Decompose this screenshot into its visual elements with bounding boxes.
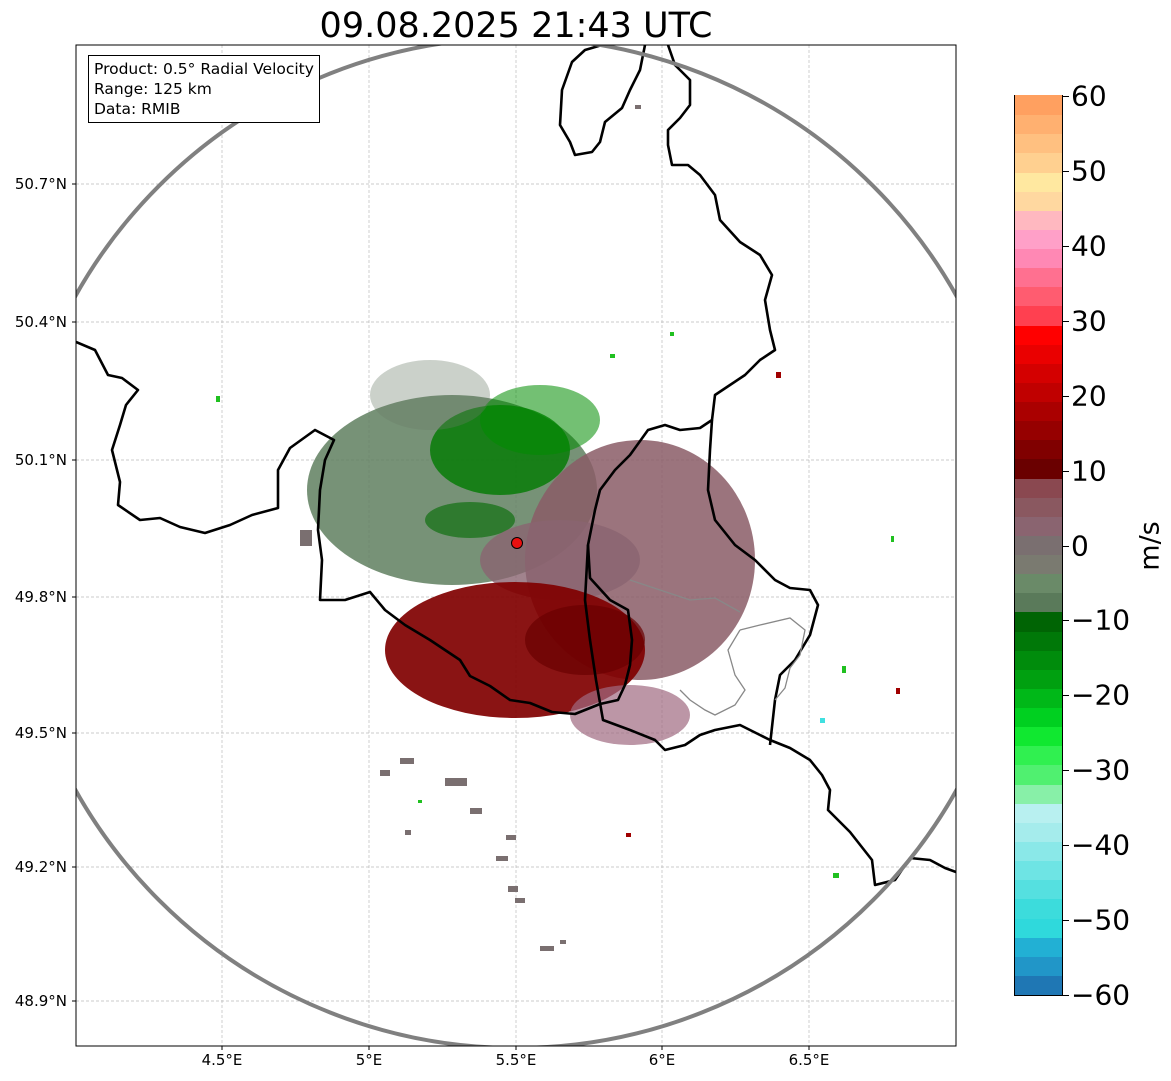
- colorbar-tick-label: 20: [1071, 379, 1107, 413]
- axis-ticks: [72, 183, 810, 1050]
- colorbar-segment: [1015, 191, 1062, 211]
- lat-label: 49.5°N: [14, 724, 67, 742]
- lon-label: 4.5°E: [201, 1051, 243, 1069]
- colorbar-segment: [1015, 516, 1062, 536]
- colorbar-segment: [1015, 363, 1062, 383]
- colorbar-tick-label: −10: [1071, 603, 1131, 637]
- range-label: Range: 125 km: [94, 80, 212, 98]
- colorbar-tick: [1063, 395, 1069, 397]
- colorbar-segment: [1015, 248, 1062, 269]
- colorbar-segment: [1015, 554, 1062, 575]
- colorbar-segment: [1015, 688, 1062, 709]
- colorbar-tick-label: 50: [1071, 154, 1107, 188]
- colorbar-tick-label: 0: [1071, 529, 1089, 562]
- colorbar-segment: [1015, 975, 1062, 995]
- colorbar-segment: [1015, 707, 1062, 728]
- colorbar-segment: [1015, 535, 1062, 556]
- data-source-label: Data: RMIB: [94, 100, 181, 118]
- colorbar-segment: [1015, 592, 1062, 613]
- colorbar-segment: [1015, 669, 1062, 689]
- region-borders: [629, 579, 806, 716]
- colorbar-segment: [1015, 898, 1062, 919]
- colorbar-tick: [1063, 320, 1069, 322]
- colorbar-segment: [1015, 860, 1062, 881]
- colorbar-segment: [1015, 286, 1062, 307]
- colorbar-tick-label: −20: [1071, 678, 1131, 712]
- colorbar-tick: [1063, 545, 1069, 547]
- lon-label: 6°E: [648, 1051, 676, 1069]
- colorbar-segment: [1015, 229, 1062, 250]
- colorbar-tick: [1063, 470, 1069, 472]
- colorbar-tick: [1063, 170, 1069, 172]
- colorbar-tick: [1063, 770, 1069, 772]
- colorbar-segment: [1015, 324, 1062, 345]
- colorbar-segment: [1015, 630, 1062, 651]
- lat-label: 49.2°N: [14, 858, 67, 876]
- colorbar-segment: [1015, 764, 1062, 785]
- colorbar-segment: [1015, 152, 1062, 173]
- colorbar-tick: [1063, 920, 1069, 922]
- colorbar-tick-label: 30: [1071, 304, 1107, 338]
- product-info-box: Product: 0.5° Radial Velocity Range: 125…: [88, 55, 320, 123]
- lon-label: 5°E: [355, 1051, 383, 1069]
- colorbar-tick: [1063, 995, 1069, 996]
- lon-label: 6.5°E: [788, 1051, 830, 1069]
- colorbar-segment: [1015, 745, 1062, 766]
- velocity-colorbar: [1014, 95, 1063, 996]
- colorbar-segment: [1015, 95, 1062, 116]
- lon-label: 5.5°E: [495, 1051, 537, 1069]
- colorbar-segment: [1015, 382, 1062, 403]
- colorbar-segment: [1015, 650, 1062, 670]
- colorbar-segment: [1015, 937, 1062, 957]
- colorbar-unit-label: m/s: [1134, 521, 1166, 571]
- lat-label: 50.1°N: [14, 451, 67, 469]
- colorbar-segment: [1015, 171, 1062, 192]
- colorbar-segment: [1015, 305, 1062, 326]
- colorbar-segment: [1015, 420, 1062, 441]
- lat-label: 50.7°N: [14, 175, 67, 193]
- colorbar-tick-label: −60: [1071, 978, 1131, 1012]
- colorbar-segment: [1015, 726, 1062, 747]
- colorbar-tick: [1063, 96, 1069, 97]
- colorbar-segment: [1015, 344, 1062, 364]
- colorbar-segment: [1015, 497, 1062, 517]
- colorbar-tick: [1063, 695, 1069, 697]
- colorbar-tick-label: −40: [1071, 828, 1131, 862]
- lat-label: 48.9°N: [14, 992, 67, 1010]
- colorbar-segment: [1015, 803, 1062, 823]
- product-label: Product: 0.5° Radial Velocity: [94, 60, 314, 78]
- colorbar-segment: [1015, 477, 1062, 498]
- colorbar-segment: [1015, 611, 1062, 632]
- colorbar-segment: [1015, 573, 1062, 594]
- colorbar-segment: [1015, 439, 1062, 460]
- colorbar-tick-label: 40: [1071, 229, 1107, 263]
- colorbar-tick-label: 10: [1071, 454, 1107, 488]
- colorbar-segment: [1015, 879, 1062, 900]
- chart-title: 09.08.2025 21:43 UTC: [319, 6, 713, 46]
- colorbar-segment: [1015, 784, 1062, 804]
- colorbar-segment: [1015, 822, 1062, 842]
- colorbar-segment: [1015, 841, 1062, 862]
- colorbar-segment: [1015, 114, 1062, 135]
- colorbar-tick-label: 60: [1071, 79, 1107, 113]
- lat-label: 50.4°N: [14, 313, 67, 331]
- colorbar-segment: [1015, 133, 1062, 154]
- colorbar-segment: [1015, 401, 1062, 422]
- colorbar-segment: [1015, 917, 1062, 938]
- colorbar-tick-label: −50: [1071, 903, 1131, 937]
- colorbar-tick: [1063, 620, 1069, 622]
- colorbar-segment: [1015, 210, 1062, 230]
- colorbar-tick: [1063, 245, 1069, 247]
- colorbar-tick: [1063, 845, 1069, 847]
- colorbar-segment: [1015, 267, 1062, 288]
- lat-label: 49.8°N: [14, 588, 67, 606]
- colorbar-tick-label: −30: [1071, 753, 1131, 787]
- radar-site-marker: [511, 537, 523, 549]
- colorbar-segment: [1015, 458, 1062, 479]
- colorbar-segment: [1015, 956, 1062, 976]
